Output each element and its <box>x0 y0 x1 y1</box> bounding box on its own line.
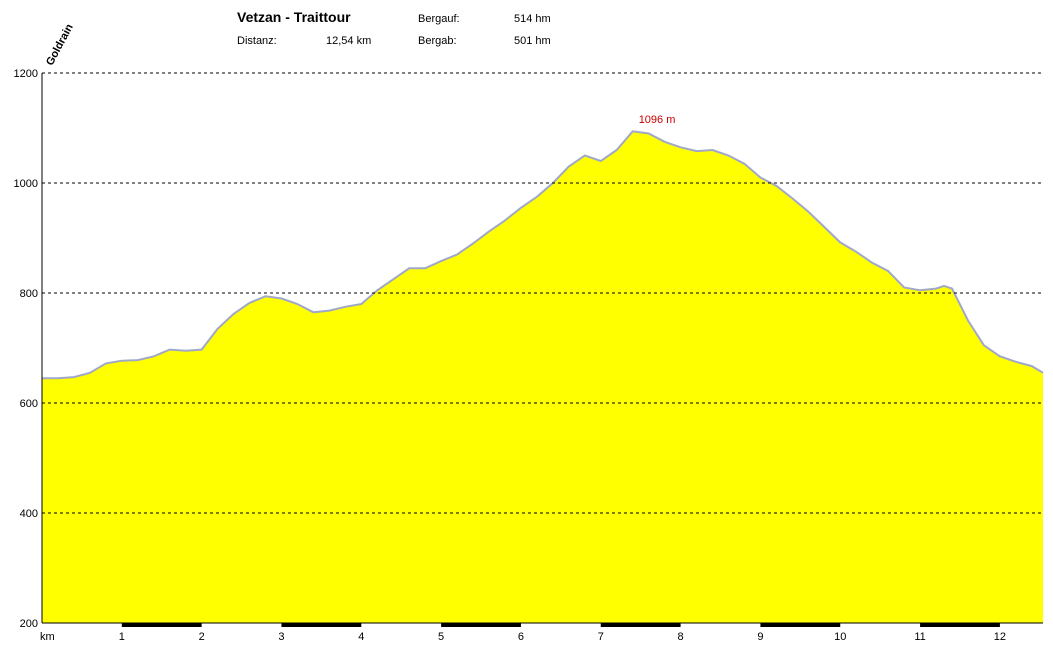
peak-annotation: 1096 m <box>639 114 676 126</box>
km-segment-11 <box>920 623 1000 627</box>
downhill-value: 501 hm <box>514 35 551 47</box>
km-segment-7 <box>600 623 681 627</box>
y-tick-label-1000: 1000 <box>14 178 38 190</box>
y-tick-label-800: 800 <box>20 288 38 300</box>
x-tick-label-10: 10 <box>834 631 846 643</box>
km-segment-5 <box>441 623 521 627</box>
uphill-value: 514 hm <box>514 13 551 25</box>
y-tick-label-600: 600 <box>20 398 38 410</box>
x-tick-label-11: 11 <box>914 631 925 643</box>
y-tick-label-1200: 1200 <box>14 68 38 80</box>
chart-header: Vetzan - Traittour Distanz: 12,54 km Ber… <box>0 0 1053 60</box>
x-tick-label-7: 7 <box>598 631 604 643</box>
y-tick-label-200: 200 <box>20 618 38 630</box>
y-tick-label-400: 400 <box>20 508 38 520</box>
x-axis-label: km <box>40 631 55 643</box>
x-tick-label-12: 12 <box>994 631 1006 643</box>
x-tick-label-8: 8 <box>678 631 684 643</box>
x-tick-label-5: 5 <box>438 631 444 643</box>
x-tick-label-1: 1 <box>119 631 125 643</box>
x-tick-label-2: 2 <box>199 631 205 643</box>
km-segment-1 <box>121 623 202 627</box>
x-tick-label-6: 6 <box>518 631 524 643</box>
distance-value: 12,54 km <box>326 35 372 47</box>
uphill-label: Bergauf: <box>418 13 460 25</box>
elevation-area <box>42 131 1043 624</box>
x-tick-label-9: 9 <box>757 631 763 643</box>
x-tick-label-4: 4 <box>358 631 364 643</box>
downhill-label: Bergab: <box>418 35 457 47</box>
distance-label: Distanz: <box>237 35 277 47</box>
km-segment-9 <box>760 623 841 627</box>
chart-title: Vetzan - Traittour <box>237 9 351 25</box>
x-tick-label-3: 3 <box>278 631 284 643</box>
km-segment-3 <box>281 623 362 627</box>
